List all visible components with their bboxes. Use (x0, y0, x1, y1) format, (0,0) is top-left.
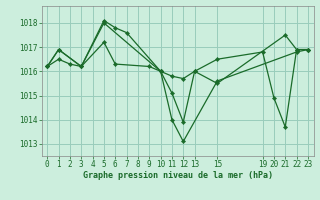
X-axis label: Graphe pression niveau de la mer (hPa): Graphe pression niveau de la mer (hPa) (83, 171, 273, 180)
